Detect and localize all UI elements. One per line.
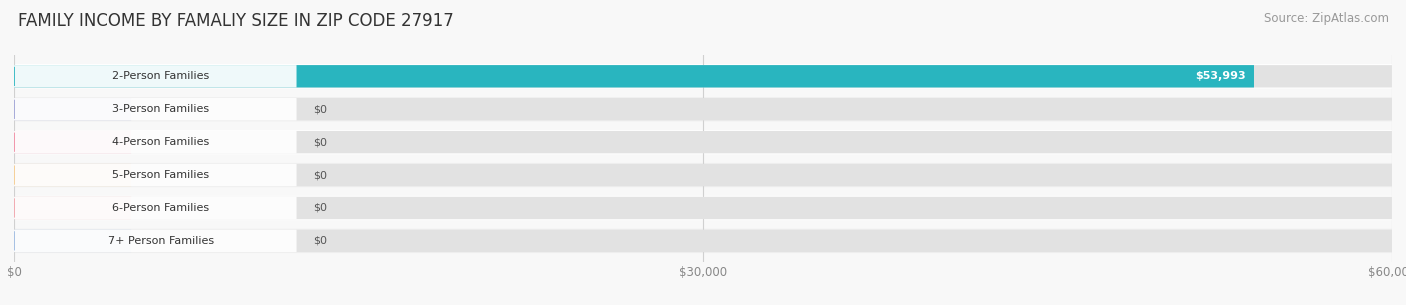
FancyBboxPatch shape	[11, 130, 1395, 154]
FancyBboxPatch shape	[11, 97, 1395, 121]
FancyBboxPatch shape	[14, 197, 297, 219]
Text: FAMILY INCOME BY FAMALIY SIZE IN ZIP CODE 27917: FAMILY INCOME BY FAMALIY SIZE IN ZIP COD…	[18, 12, 454, 30]
Text: $0: $0	[314, 104, 328, 114]
FancyBboxPatch shape	[11, 163, 1395, 187]
FancyBboxPatch shape	[14, 164, 131, 186]
FancyBboxPatch shape	[14, 131, 131, 153]
FancyBboxPatch shape	[14, 65, 1392, 88]
FancyBboxPatch shape	[14, 98, 1392, 120]
Text: 6-Person Families: 6-Person Families	[112, 203, 209, 213]
Text: 2-Person Families: 2-Person Families	[112, 71, 209, 81]
Text: 3-Person Families: 3-Person Families	[112, 104, 209, 114]
FancyBboxPatch shape	[14, 98, 131, 120]
FancyBboxPatch shape	[14, 98, 297, 120]
Text: 7+ Person Families: 7+ Person Families	[108, 236, 214, 246]
Text: Source: ZipAtlas.com: Source: ZipAtlas.com	[1264, 12, 1389, 25]
FancyBboxPatch shape	[14, 230, 131, 252]
Text: $0: $0	[314, 236, 328, 246]
FancyBboxPatch shape	[11, 64, 1395, 88]
FancyBboxPatch shape	[14, 197, 131, 219]
FancyBboxPatch shape	[14, 164, 1392, 186]
FancyBboxPatch shape	[11, 229, 1395, 253]
Text: $53,993: $53,993	[1195, 71, 1246, 81]
FancyBboxPatch shape	[14, 164, 297, 186]
FancyBboxPatch shape	[14, 230, 297, 252]
Text: 4-Person Families: 4-Person Families	[112, 137, 209, 147]
FancyBboxPatch shape	[14, 131, 297, 153]
Text: $0: $0	[314, 170, 328, 180]
Text: 5-Person Families: 5-Person Families	[112, 170, 209, 180]
Text: $0: $0	[314, 137, 328, 147]
FancyBboxPatch shape	[14, 131, 1392, 153]
FancyBboxPatch shape	[14, 230, 1392, 252]
FancyBboxPatch shape	[11, 196, 1395, 220]
Text: $0: $0	[314, 203, 328, 213]
FancyBboxPatch shape	[14, 65, 297, 88]
FancyBboxPatch shape	[14, 197, 1392, 219]
FancyBboxPatch shape	[14, 65, 1254, 88]
